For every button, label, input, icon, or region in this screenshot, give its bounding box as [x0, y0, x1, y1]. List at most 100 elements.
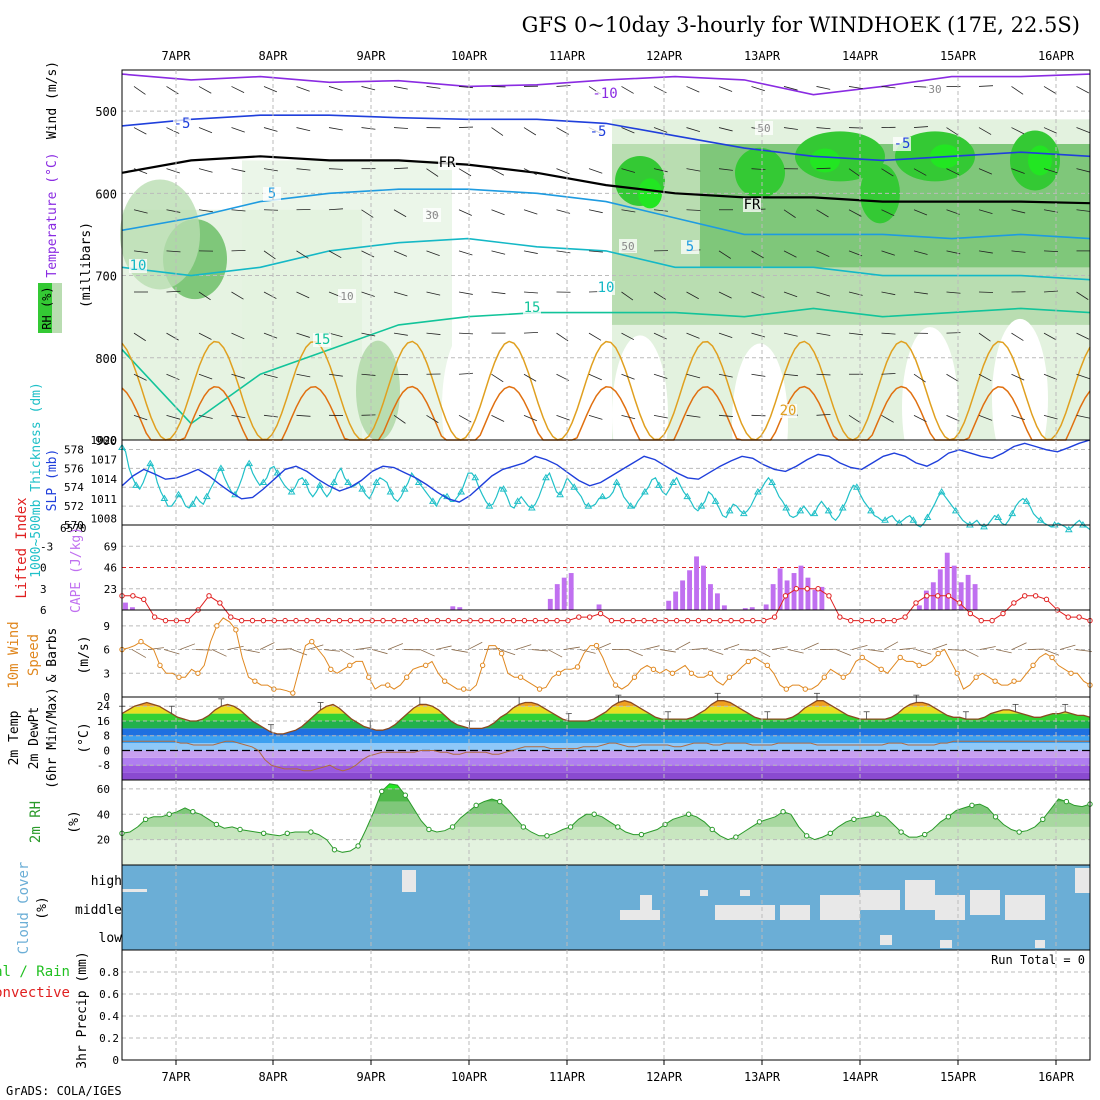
cape-bar [666, 600, 672, 610]
lifted-line-point [456, 617, 462, 624]
wind-barb [913, 250, 928, 255]
rh-tick: 60 [97, 783, 110, 796]
wind-barb [393, 291, 408, 297]
temp-label-2: 2m DewPt [27, 707, 42, 770]
wind-barb [848, 332, 863, 336]
precip-tick: 0.4 [99, 1010, 119, 1023]
temp-label-1: 2m Temp [7, 710, 22, 765]
wind-barb [1076, 209, 1091, 212]
lifted-line-point [684, 617, 691, 624]
cape-bar [763, 604, 769, 610]
wind-barb [881, 250, 895, 256]
cloud-gap [1075, 868, 1090, 893]
lifted-line-point [184, 617, 190, 624]
lifted-line-point [423, 617, 430, 624]
surface-wind-barb [515, 644, 532, 650]
contour-label: FR [744, 197, 761, 213]
wind-barb [718, 332, 733, 339]
wind-barb [881, 86, 896, 89]
wind-barb [881, 168, 894, 177]
top-date-label: 7APR [162, 49, 192, 63]
cape-bar [791, 573, 797, 610]
wind-barb [426, 414, 439, 424]
rh-line-point [520, 824, 527, 830]
panels: 7APR 8APR 9APR 10APR 11APR 12APR 13APR 14APR 15A… [0, 49, 1093, 1084]
wind-barb [913, 291, 928, 295]
lifted-line-point [935, 593, 941, 599]
lifted-line-point [945, 593, 952, 599]
wind-speed-line-point [328, 666, 334, 673]
thickness-line-point [146, 459, 155, 467]
wind-tick: 9 [103, 620, 110, 633]
thickness-tick: 578 [64, 443, 84, 456]
wind-speed-line-point [612, 682, 619, 688]
wind-barb [653, 414, 668, 419]
wind-barb [328, 208, 343, 211]
rh-line-point [331, 847, 338, 853]
wind-barb [263, 250, 276, 260]
surface-wind-barb [915, 649, 932, 655]
cape-bar [777, 568, 783, 610]
wind-barb [621, 332, 635, 341]
wind-barb [1011, 250, 1026, 253]
rh-line-point [1016, 829, 1022, 835]
thickness-line-point [527, 504, 536, 511]
wind-barb [263, 373, 278, 378]
wind-barb [263, 332, 278, 339]
top-date-label: 9APR [357, 49, 387, 63]
wind-barb [133, 250, 148, 253]
wind-barb [653, 373, 668, 379]
wind-barb [231, 291, 244, 300]
wind-barb [296, 127, 311, 132]
wind-barb [458, 372, 473, 375]
wind-barb [361, 127, 376, 130]
rh2m-label: 2m RH [28, 801, 44, 843]
wind-speed-line-point [347, 662, 353, 669]
panel-lifted-cape: -3 0 3 6 69 46 23 6570 Lifted Index CAPE (J/kg) [14, 497, 1093, 624]
thickness-line-point [655, 481, 663, 488]
rh-line-point [874, 811, 881, 817]
temp-tick: -8 [97, 759, 110, 772]
rh-line-point [685, 811, 692, 817]
wind-barb [783, 209, 796, 218]
wind-barb [133, 168, 148, 175]
wind-barb [263, 168, 278, 172]
cape-bar [701, 565, 706, 610]
cloud-row-high: high [91, 874, 122, 889]
surface-wind-barb [883, 641, 899, 650]
cloud-row-middle: middle [75, 903, 122, 918]
contour-label: 30 [928, 83, 941, 96]
wind-speed-line-point [366, 674, 372, 680]
rh-line [121, 783, 1091, 853]
wind-barb [393, 332, 408, 336]
cape-bar [812, 589, 818, 610]
surface-wind-barb [211, 649, 227, 657]
surface-wind-barb [163, 649, 180, 655]
rh-legend-swatch [38, 283, 52, 333]
cape-extra-tick: 6570 [60, 522, 87, 535]
wind-speed-line-point [916, 662, 922, 669]
slp-label: SLP (mb) [45, 449, 60, 512]
top-date-label: 14APR [842, 49, 879, 63]
wind-barb [848, 168, 861, 178]
bottom-date-label: 7APR [162, 1070, 192, 1084]
cape-bar [123, 602, 128, 610]
isotherm-10 [121, 237, 1091, 281]
lifted-line-point [1076, 614, 1082, 620]
wind-barb [491, 209, 505, 216]
lifted-line-point [652, 617, 658, 624]
wind-barb [686, 373, 701, 379]
wind-barb [1043, 127, 1057, 134]
wind-barb [588, 373, 602, 381]
wind-barb [491, 250, 506, 255]
wind-tick: 3 [103, 667, 110, 680]
thickness-line-point [980, 522, 988, 530]
rh-line-point [449, 824, 456, 830]
thickness-line-point [598, 492, 607, 500]
wind-barb [361, 250, 375, 258]
lifted-line-point [869, 617, 876, 624]
wind-barb [913, 414, 927, 423]
footer-label: GrADS: COLA/IGES [6, 1084, 122, 1098]
wind-barb [523, 250, 538, 254]
wind-speed-line-point [764, 662, 771, 669]
